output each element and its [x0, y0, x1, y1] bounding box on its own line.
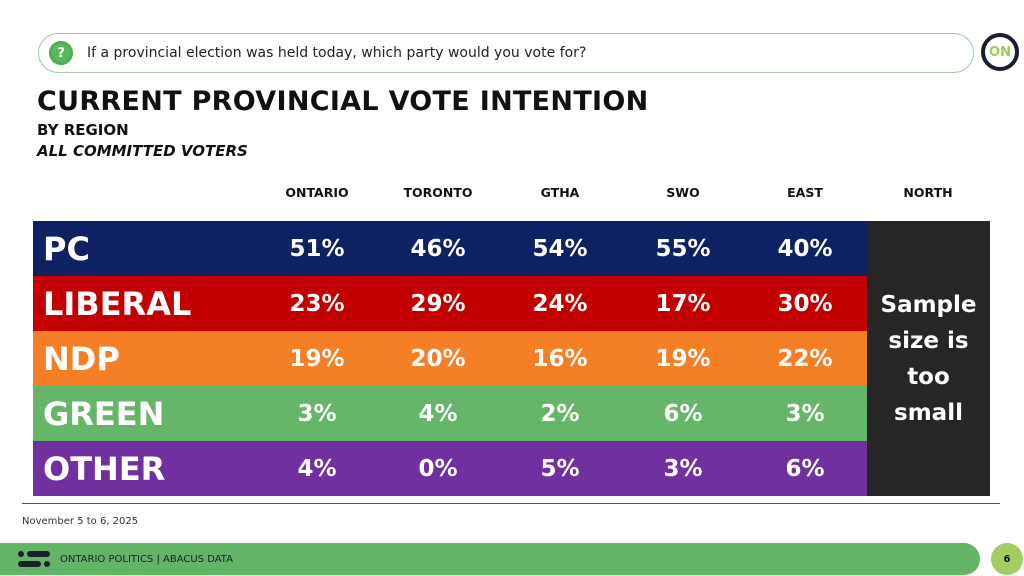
value-cell: 23%	[289, 290, 345, 317]
question-bubble-icon: ?	[49, 41, 73, 65]
value-cell: 22%	[777, 345, 833, 372]
party-label: NDP	[43, 339, 120, 378]
value-cell: 4%	[418, 400, 458, 427]
party-label: PC	[43, 229, 90, 268]
value-cell: 55%	[655, 235, 711, 262]
value-cell: 6%	[785, 455, 825, 482]
value-cell: 29%	[410, 290, 466, 317]
value-cell: 51%	[289, 235, 345, 262]
table-row-ndp: NDP 19% 20% 16% 19% 22%	[33, 331, 867, 386]
north-sample-note: Sample size is too small	[867, 221, 990, 496]
column-header-gtha: GTHA	[540, 185, 580, 200]
value-cell: 24%	[532, 290, 588, 317]
question-text: If a provincial election was held today,…	[87, 45, 587, 61]
column-header-north: NORTH	[903, 185, 953, 200]
ontario-logo: ON	[981, 33, 1019, 71]
value-cell: 19%	[289, 345, 345, 372]
vote-table: PC 51% 46% 54% 55% 40% LIBERAL 23% 29% 24% 17% 30% N…	[33, 221, 867, 496]
page-subtitle: BY REGION	[37, 121, 129, 139]
value-cell: 19%	[655, 345, 711, 372]
table-row-liberal: LIBERAL 23% 29% 24% 17% 30%	[33, 276, 867, 331]
value-cell: 16%	[532, 345, 588, 372]
column-header-east: EAST	[787, 185, 823, 200]
party-label: GREEN	[43, 394, 165, 433]
value-cell: 54%	[532, 235, 588, 262]
party-label: OTHER	[43, 449, 166, 488]
value-cell: 2%	[540, 400, 580, 427]
abacus-logo-icon	[18, 549, 50, 569]
field-dates: November 5 to 6, 2025	[22, 516, 139, 527]
divider	[22, 503, 1000, 504]
page-subtitle-audience: ALL COMMITTED VOTERS	[37, 142, 248, 160]
page-title: CURRENT PROVINCIAL VOTE INTENTION	[37, 86, 649, 117]
value-cell: 3%	[663, 455, 703, 482]
table-row-other: OTHER 4% 0% 5% 3% 6%	[33, 441, 867, 496]
table-row-green: GREEN 3% 4% 2% 6% 3%	[33, 386, 867, 441]
footer-label: ONTARIO POLITICS | ABACUS DATA	[60, 553, 233, 565]
value-cell: 40%	[777, 235, 833, 262]
value-cell: 5%	[540, 455, 580, 482]
value-cell: 17%	[655, 290, 711, 317]
value-cell: 3%	[785, 400, 825, 427]
question-banner: ? If a provincial election was held toda…	[38, 33, 974, 73]
column-header-ontario: ONTARIO	[285, 185, 349, 200]
value-cell: 20%	[410, 345, 466, 372]
value-cell: 46%	[410, 235, 466, 262]
footer-bar: ONTARIO POLITICS | ABACUS DATA	[0, 543, 980, 575]
party-label: LIBERAL	[43, 284, 192, 323]
value-cell: 3%	[297, 400, 337, 427]
page-number: 6	[991, 543, 1023, 575]
table-row-pc: PC 51% 46% 54% 55% 40%	[33, 221, 867, 276]
value-cell: 6%	[663, 400, 703, 427]
column-header-toronto: TORONTO	[403, 185, 473, 200]
value-cell: 0%	[418, 455, 458, 482]
value-cell: 4%	[297, 455, 337, 482]
value-cell: 30%	[777, 290, 833, 317]
column-header-swo: SWO	[666, 185, 700, 200]
